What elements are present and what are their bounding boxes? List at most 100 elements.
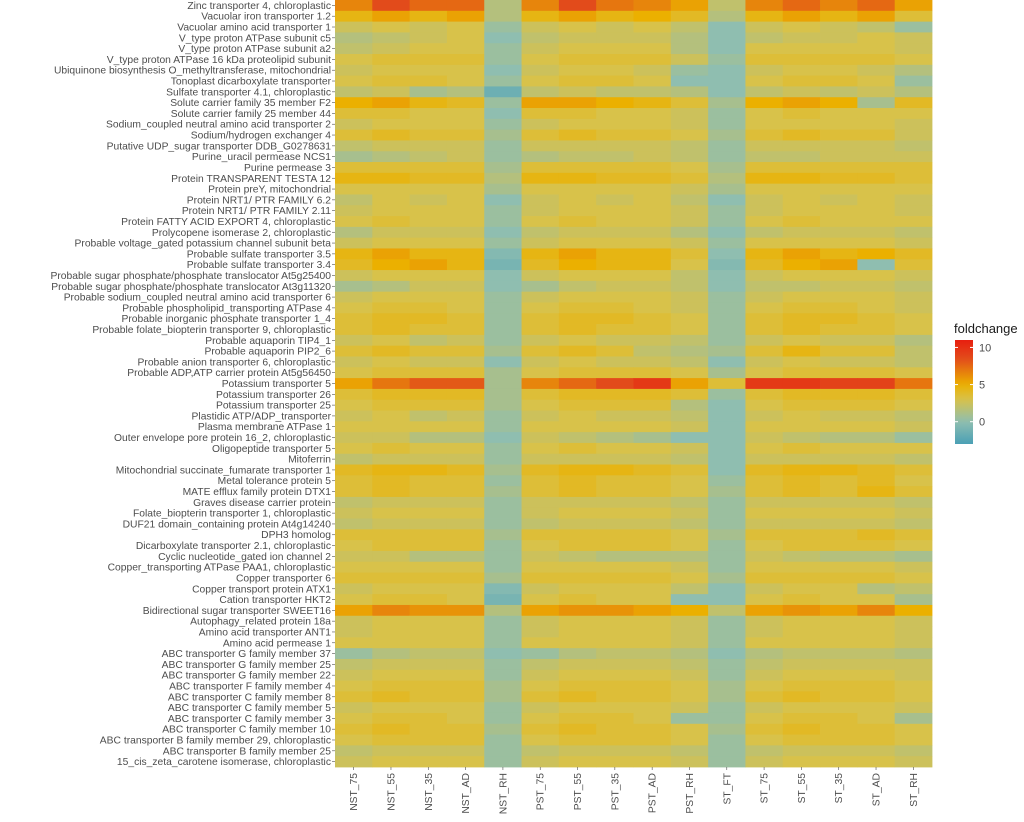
heatmap-cell xyxy=(894,108,933,120)
heatmap-cell xyxy=(335,442,373,455)
heatmap-cell xyxy=(670,86,709,98)
heatmap-cell xyxy=(708,43,746,55)
heatmap-cell xyxy=(820,237,858,249)
heatmap-cell xyxy=(633,410,672,422)
heatmap-cell xyxy=(857,259,896,271)
heatmap-cell xyxy=(820,280,858,293)
heatmap-cell xyxy=(745,226,784,239)
heatmap-cell xyxy=(484,313,522,325)
heatmap-cell xyxy=(409,86,448,98)
heatmap-cell xyxy=(446,594,485,606)
heatmap-cell xyxy=(820,172,858,185)
heatmap-cell xyxy=(446,615,485,627)
heatmap-cell xyxy=(894,486,933,498)
heatmap-cell xyxy=(745,75,784,87)
heatmap-cell xyxy=(745,248,784,260)
heatmap-cell xyxy=(335,388,373,401)
heatmap-cell xyxy=(708,550,746,563)
heatmap-cell xyxy=(782,10,821,22)
heatmap-cell xyxy=(409,248,448,260)
heatmap-cell xyxy=(484,637,522,649)
heatmap-cell xyxy=(708,507,746,519)
heatmap-cell xyxy=(745,637,784,649)
heatmap-cell xyxy=(894,464,933,476)
heatmap-cell xyxy=(894,561,933,573)
heatmap-cell xyxy=(745,32,784,44)
heatmap-cell xyxy=(708,604,746,617)
heatmap-cell xyxy=(372,432,411,444)
heatmap-cell xyxy=(446,723,485,735)
heatmap-cell xyxy=(820,518,858,530)
heatmap-cell xyxy=(335,658,373,671)
heatmap-cell xyxy=(372,475,411,487)
heatmap-cell xyxy=(409,302,448,314)
heatmap-cell xyxy=(558,615,597,627)
heatmap-cell xyxy=(558,302,597,314)
heatmap-cell xyxy=(894,702,933,714)
heatmap-cell xyxy=(372,550,411,563)
row-label: Purine_uracil permease NCS1 xyxy=(192,152,331,163)
heatmap-cell xyxy=(633,529,672,541)
heatmap-cell xyxy=(820,669,858,681)
heatmap-cell xyxy=(596,658,634,671)
heatmap-cell xyxy=(670,496,709,509)
heatmap-cell xyxy=(857,388,896,401)
heatmap-cell xyxy=(894,432,933,444)
heatmap-cell xyxy=(484,529,522,541)
heatmap-cell xyxy=(633,345,672,357)
heatmap-cell xyxy=(335,280,373,293)
heatmap-cell xyxy=(409,259,448,271)
heatmap-cell xyxy=(670,151,709,163)
heatmap-cell xyxy=(633,280,672,293)
heatmap-cell xyxy=(372,712,411,725)
heatmap-cell xyxy=(596,194,634,206)
heatmap-cell xyxy=(372,540,411,552)
heatmap-cell xyxy=(782,324,821,336)
heatmap-cell xyxy=(670,237,709,249)
heatmap-cell xyxy=(558,550,597,563)
heatmap-cell xyxy=(894,410,933,422)
heatmap-cell xyxy=(446,745,485,757)
heatmap-cell xyxy=(670,183,709,195)
heatmap-cell xyxy=(857,464,896,476)
heatmap-cell xyxy=(820,0,858,12)
heatmap-cell xyxy=(521,734,560,746)
heatmap-cell xyxy=(484,756,522,768)
heatmap-cell xyxy=(708,648,746,660)
heatmap-cell xyxy=(670,334,709,347)
heatmap-cell xyxy=(596,399,634,411)
heatmap-cell xyxy=(596,453,634,465)
heatmap-cell xyxy=(708,205,746,217)
heatmap-cell xyxy=(708,496,746,509)
heatmap-cell xyxy=(409,496,448,509)
heatmap-cell xyxy=(633,183,672,195)
heatmap-cell xyxy=(372,108,411,120)
heatmap-cell xyxy=(745,680,784,692)
heatmap-cell xyxy=(857,237,896,249)
heatmap-cell xyxy=(670,43,709,55)
heatmap-cell xyxy=(484,226,522,239)
heatmap-cell xyxy=(596,10,634,22)
heatmap-cell xyxy=(633,10,672,22)
heatmap-cell xyxy=(372,54,411,66)
heatmap-cell xyxy=(335,172,373,185)
heatmap-cell xyxy=(521,86,560,98)
heatmap-cell xyxy=(484,648,522,660)
heatmap-cell xyxy=(670,486,709,498)
heatmap-cell xyxy=(708,129,746,141)
heatmap-cell xyxy=(521,507,560,519)
heatmap-cell xyxy=(670,129,709,141)
row-label: Probable phospholipid_transporting ATPas… xyxy=(122,303,331,314)
heatmap-cell xyxy=(521,108,560,120)
heatmap-cell xyxy=(820,486,858,498)
heatmap-cell xyxy=(335,507,373,519)
heatmap-cell xyxy=(708,615,746,627)
heatmap-cell xyxy=(782,237,821,249)
heatmap-cell xyxy=(409,108,448,120)
heatmap-cell xyxy=(670,97,709,109)
row-label: Amino acid transporter ANT1 xyxy=(199,627,331,638)
row-label: Protein NRT1/ PTR FAMILY 2.11 xyxy=(182,206,331,217)
heatmap-cell xyxy=(596,324,634,336)
heatmap-cell xyxy=(596,248,634,260)
heatmap-cell xyxy=(745,10,784,22)
